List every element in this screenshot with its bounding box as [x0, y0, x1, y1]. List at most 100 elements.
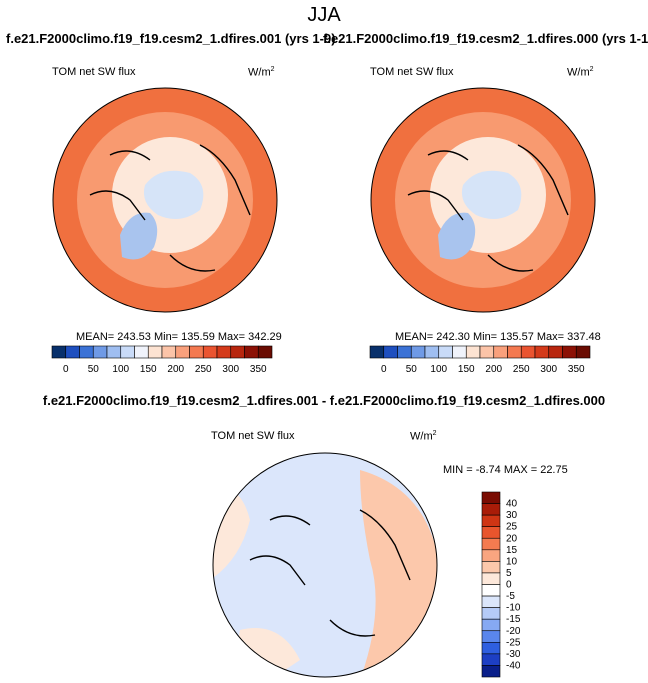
colorbar-tick-label: 5	[506, 568, 512, 579]
colorbar-tick-label: 250	[513, 364, 530, 375]
colorbar-tick-label: -5	[506, 591, 515, 602]
map-difference	[212, 452, 438, 678]
map-case-a	[52, 87, 278, 313]
case-b-title: f.e21.F2000climo.f19_f19.cesm2_1.dfires.…	[323, 31, 648, 46]
colorbar-box	[383, 345, 398, 359]
colorbar-box	[481, 665, 501, 678]
colorbar-box	[481, 549, 501, 562]
colorbar-tick-label: 350	[250, 364, 267, 375]
colorbar-case-a: 0 50 100 150 200 250 300 350	[51, 345, 273, 375]
colorbar-box	[481, 618, 501, 632]
colorbar-box	[175, 345, 190, 359]
colorbar-box	[534, 345, 550, 359]
panel-a-units: W/m2	[248, 66, 275, 79]
colorbar-box	[481, 584, 501, 597]
panel-a-variable: TOM net SW flux	[52, 66, 136, 78]
colorbar-box	[161, 345, 177, 359]
colorbar-tick-label: -30	[506, 649, 521, 660]
case-a-title: f.e21.F2000climo.f19_f19.cesm2_1.dfires.…	[6, 31, 336, 46]
colorbar-box	[481, 607, 501, 620]
colorbar-box	[120, 345, 135, 359]
colorbar-tick-label: 200	[485, 364, 502, 375]
colorbar-box	[202, 345, 218, 359]
colorbar-box	[410, 345, 426, 359]
colorbar-tick-label: 0	[63, 364, 69, 375]
colorbar-tick-label: 350	[568, 364, 585, 375]
arctic-ice	[461, 170, 522, 219]
colorbar-box	[575, 345, 591, 359]
colorbar-tick-label: 15	[506, 545, 518, 556]
panel-b-units: W/m2	[567, 66, 594, 79]
colorbar-box	[79, 345, 94, 359]
colorbar-box	[147, 345, 163, 359]
colorbar-box	[481, 630, 501, 643]
colorbar-box	[481, 572, 501, 585]
colorbar-tick-label: 0	[381, 364, 387, 375]
colorbar-tick-label: 100	[112, 364, 129, 375]
colorbar-case-b: 0 50 100 150 200 250 300 350	[369, 345, 591, 375]
colorbar-tick-label: 30	[506, 510, 518, 521]
colorbar-tick-label: -15	[506, 614, 521, 625]
colorbar-tick-label: 100	[430, 364, 447, 375]
colorbar-tick-label: -40	[506, 660, 521, 671]
colorbar-box	[369, 345, 385, 359]
colorbar-box	[481, 514, 501, 527]
panel-diff-stats: MIN = -8.74 MAX = 22.75	[443, 464, 568, 476]
arctic-ice	[143, 170, 204, 219]
colorbar-tick-label: 300	[540, 364, 557, 375]
colorbar-box	[493, 345, 508, 359]
panel-a-stats: MEAN= 243.53 Min= 135.59 Max= 342.29	[76, 331, 282, 343]
colorbar-box	[481, 491, 501, 504]
colorbar-tick-label: 250	[195, 364, 212, 375]
panel-b-variable: TOM net SW flux	[370, 66, 454, 78]
colorbar-box	[134, 345, 149, 359]
page-title: JJA	[307, 4, 341, 26]
panel-b-stats: MEAN= 242.30 Min= 135.57 Max= 337.48	[395, 331, 601, 343]
colorbar-box	[481, 537, 501, 551]
colorbar-tick-label: -10	[506, 603, 521, 614]
colorbar-tick-label: 20	[506, 533, 518, 544]
colorbar-tick-label: 10	[506, 556, 518, 567]
colorbar-tick-label: 40	[506, 499, 518, 510]
colorbar-box	[481, 595, 501, 608]
colorbar-box	[189, 345, 204, 359]
map-case-b	[370, 87, 596, 313]
greenland	[120, 212, 158, 260]
greenland	[438, 212, 476, 260]
colorbar-box	[452, 345, 467, 359]
colorbar-box	[106, 345, 122, 359]
coastline	[89, 144, 251, 272]
colorbar-box	[65, 345, 80, 359]
coastline	[249, 509, 411, 637]
colorbar-box	[481, 526, 501, 539]
colorbar-box	[438, 345, 453, 359]
colorbar-box	[479, 345, 495, 359]
colorbar-box	[481, 503, 501, 516]
colorbar-tick-label: 200	[167, 364, 184, 375]
colorbar-tick-label: 50	[406, 364, 418, 375]
colorbar-tick-label: 25	[506, 522, 518, 533]
colorbar-box	[51, 345, 67, 359]
panel-diff-variable: TOM net SW flux	[211, 430, 295, 442]
colorbar-box	[92, 345, 108, 359]
colorbar-tick-label: -20	[506, 626, 521, 637]
colorbar-box	[481, 653, 501, 666]
colorbar-box	[257, 345, 273, 359]
colorbar-box	[465, 345, 481, 359]
coastline	[407, 144, 569, 272]
colorbar-box	[230, 345, 245, 359]
colorbar-box	[548, 345, 563, 359]
colorbar-tick-label: 150	[140, 364, 157, 375]
colorbar-box	[216, 345, 232, 359]
colorbar-box	[244, 345, 259, 359]
diff-title: f.e21.F2000climo.f19_f19.cesm2_1.dfires.…	[42, 393, 606, 408]
colorbar-box	[481, 561, 501, 574]
colorbar-tick-label: 50	[88, 364, 100, 375]
colorbar-tick-label: 150	[458, 364, 475, 375]
colorbar-box	[507, 345, 522, 359]
colorbar-tick-label: 0	[506, 580, 512, 591]
colorbar-box	[562, 345, 577, 359]
colorbar-box	[520, 345, 536, 359]
colorbar-tick-label: 300	[222, 364, 239, 375]
